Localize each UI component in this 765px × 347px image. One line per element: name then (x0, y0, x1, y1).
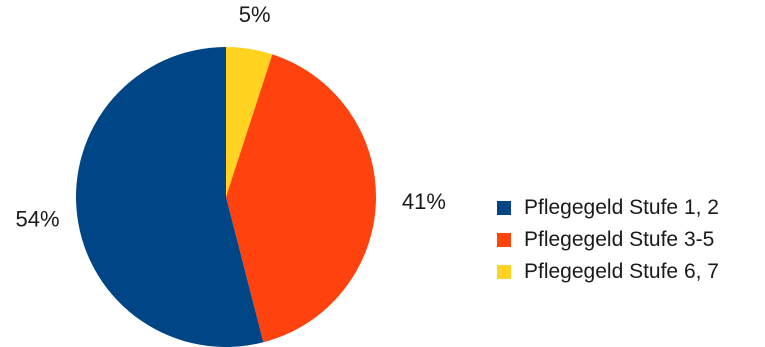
legend-item-stufe-6-7: Pflegegeld Stufe 6, 7 (497, 260, 719, 284)
legend-label-stufe-6-7: Pflegegeld Stufe 6, 7 (524, 260, 719, 283)
pie-slice-stufe-3-5 (226, 54, 376, 343)
legend-swatch-stufe-6-7 (497, 265, 511, 279)
chart-legend: Pflegegeld Stufe 1, 2 Pflegegeld Stufe 3… (497, 196, 719, 284)
data-label-54-percent: 54% (15, 207, 59, 232)
legend-label-stufe-3-5: Pflegegeld Stufe 3-5 (524, 228, 715, 251)
legend-swatch-stufe-1-2 (497, 201, 511, 215)
pie-slice-stufe-6-7 (226, 47, 273, 197)
legend-swatch-stufe-3-5 (497, 233, 511, 247)
pie-slice-stufe-1-2 (76, 47, 264, 347)
legend-item-stufe-1-2: Pflegegeld Stufe 1, 2 (497, 196, 719, 220)
legend-item-stufe-3-5: Pflegegeld Stufe 3-5 (497, 228, 719, 252)
legend-label-stufe-1-2: Pflegegeld Stufe 1, 2 (524, 196, 719, 219)
data-label-41-percent: 41% (402, 189, 446, 214)
data-label-5-percent: 5% (239, 2, 271, 27)
